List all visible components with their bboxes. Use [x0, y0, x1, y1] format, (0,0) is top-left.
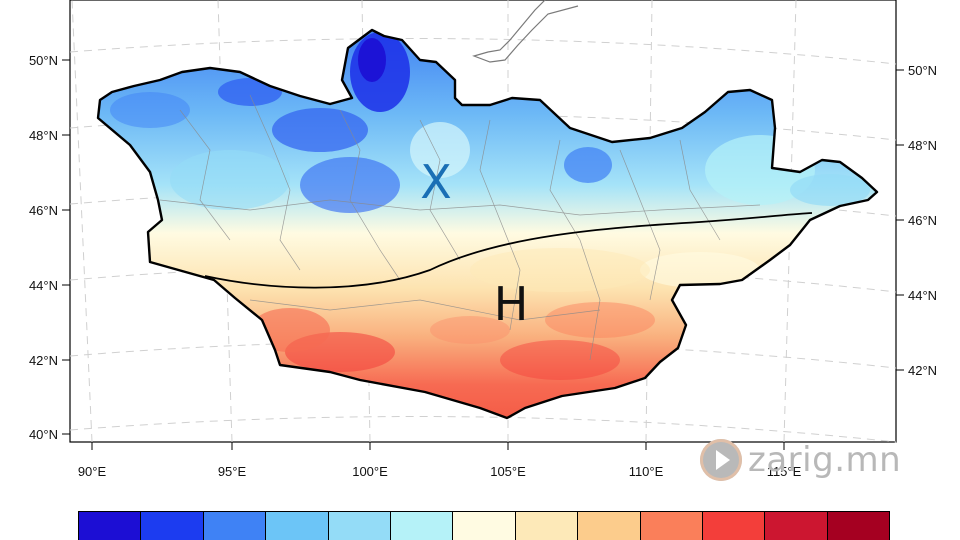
colorbar-cell	[203, 512, 267, 540]
right-lat-ticks	[896, 69, 904, 371]
lon-label: 105°E	[490, 464, 526, 479]
lat-label-right: 42°N	[908, 363, 937, 378]
province-boundaries	[159, 94, 761, 361]
lat-label-left: 40°N	[29, 427, 58, 442]
region-label-north: X	[420, 155, 452, 209]
left-lat-ticks	[62, 59, 70, 435]
watermark: zarig.mn	[700, 436, 901, 484]
play-icon	[700, 439, 742, 481]
lat-label-right: 50°N	[908, 63, 937, 78]
lat-label-left: 46°N	[29, 203, 58, 218]
region-label-south: H	[494, 277, 529, 331]
dividing-line	[204, 212, 813, 289]
neighbor-boundary	[472, 0, 579, 63]
colorbar-cell	[141, 512, 204, 540]
colorbar-cell	[328, 512, 391, 540]
lon-label: 110°E	[629, 464, 664, 479]
colorbar-cell	[453, 512, 516, 540]
lon-ticks	[91, 442, 785, 450]
colorbar-cell	[578, 512, 641, 540]
colorbar-cell	[702, 512, 766, 540]
lon-label: 100°E	[352, 464, 388, 479]
watermark-text: zarig.mn	[748, 440, 902, 480]
colorbar-cell	[515, 512, 579, 540]
lon-label: 115°E	[767, 464, 802, 479]
colorbar-cell	[765, 512, 828, 540]
colorbar-cell	[640, 512, 703, 540]
lat-label-left: 48°N	[29, 128, 58, 143]
lat-label-left: 42°N	[29, 353, 58, 368]
lat-label-left: 50°N	[29, 53, 58, 68]
colorbar-cell	[827, 512, 890, 540]
mongolia-outline	[96, 28, 879, 420]
lon-label: 95°E	[218, 464, 247, 479]
colorbar-cell	[390, 512, 454, 540]
lon-label: 90°E	[78, 464, 107, 479]
lat-label-right: 46°N	[908, 213, 937, 228]
lat-label-right: 48°N	[908, 138, 937, 153]
colorbar-cell	[266, 512, 329, 540]
colorbar-cell	[79, 512, 142, 540]
lat-label-left: 44°N	[29, 278, 58, 293]
colorbar	[78, 511, 890, 540]
lat-label-right: 44°N	[908, 288, 937, 303]
